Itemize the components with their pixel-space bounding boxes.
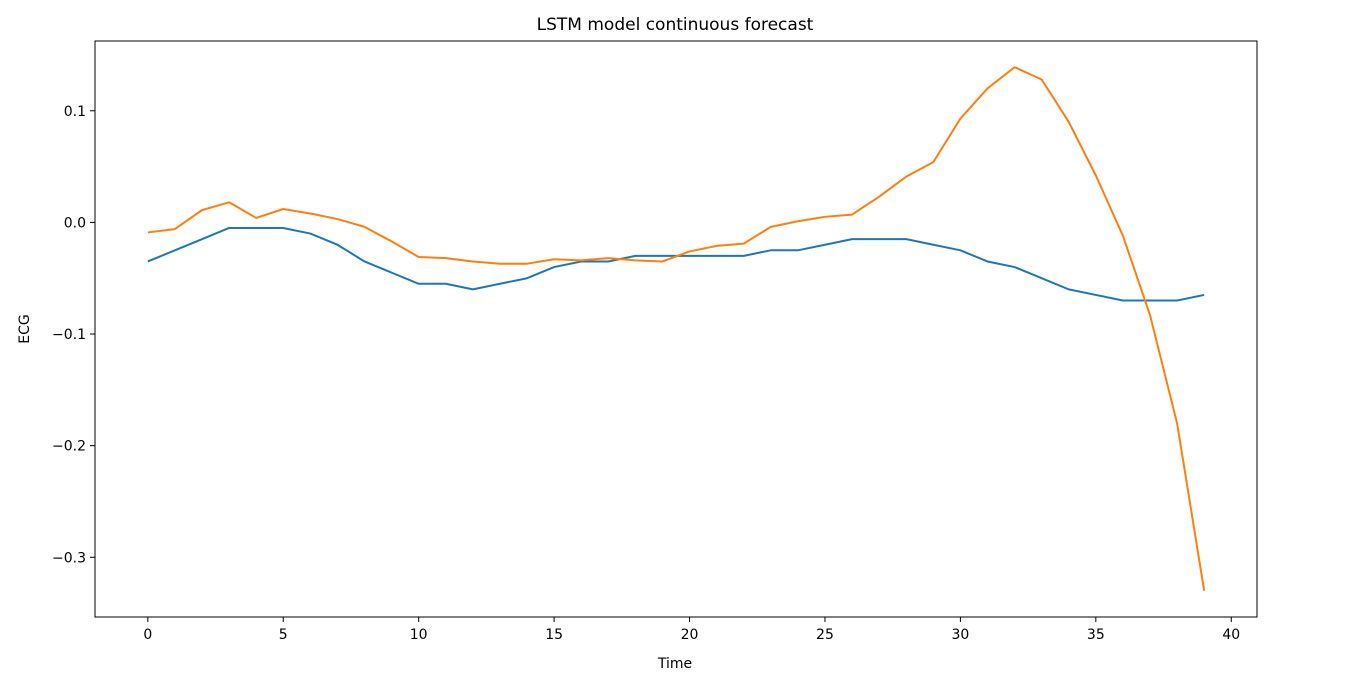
plot-area-frame xyxy=(94,40,1258,618)
x-tick-label: 25 xyxy=(816,627,834,643)
chart-title: LSTM model continuous forecast xyxy=(537,15,814,35)
y-tick-label: 0.1 xyxy=(64,104,86,120)
x-tick-label: 35 xyxy=(1087,627,1105,643)
series-layer xyxy=(147,66,1206,591)
y-tick-label: −0.1 xyxy=(52,327,86,343)
y-tick-label: −0.3 xyxy=(52,550,86,566)
series-line-2 xyxy=(147,66,1206,591)
x-tick-label: 0 xyxy=(143,627,152,643)
x-tick-label: 10 xyxy=(410,627,428,643)
x-axis-label: Time xyxy=(657,656,692,672)
x-tick-label: 30 xyxy=(951,627,969,643)
x-tick-label: 20 xyxy=(681,627,699,643)
x-tick-label: 15 xyxy=(545,627,563,643)
series-line-1 xyxy=(147,226,1205,302)
x-tick-label: 40 xyxy=(1222,627,1240,643)
x-axis-ticks: 0 5 10 15 20 25 30 35 40 xyxy=(143,617,1240,643)
x-tick-label: 5 xyxy=(279,627,288,643)
y-tick-label: −0.2 xyxy=(52,439,86,455)
y-axis-label: ECG xyxy=(17,314,33,343)
y-axis-ticks: 0.1 0.0 −0.1 −0.2 −0.3 xyxy=(52,104,95,566)
y-tick-label: 0.0 xyxy=(64,215,86,231)
